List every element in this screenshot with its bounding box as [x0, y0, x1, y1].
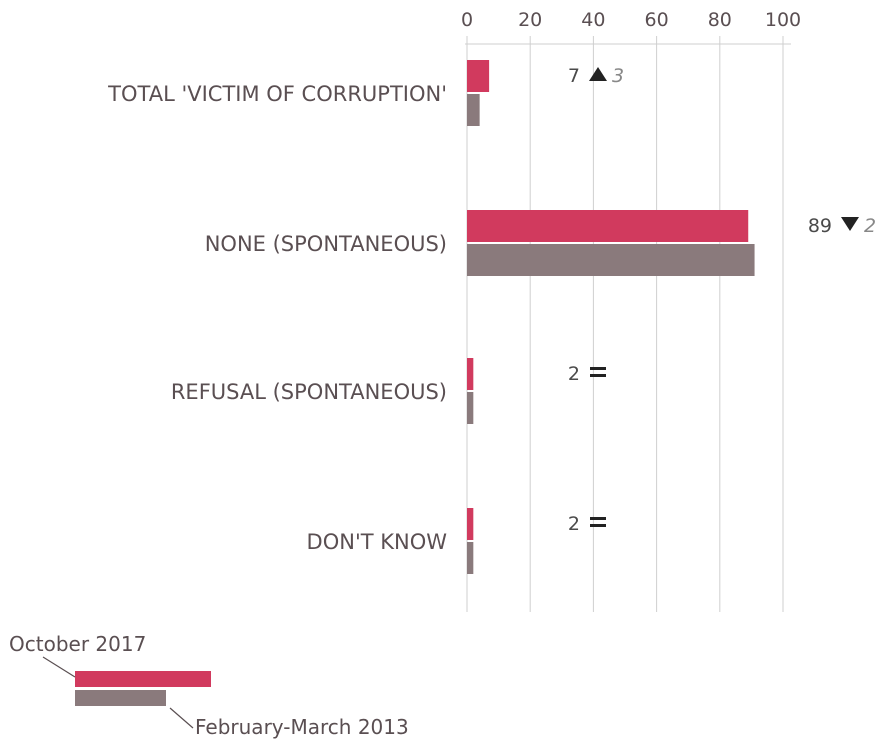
bar [467, 60, 490, 92]
value-label: 89 [808, 215, 832, 237]
bars [467, 60, 755, 574]
bar [467, 244, 755, 276]
legend-label: February-March 2013 [195, 715, 409, 739]
x-tick-label: 0 [461, 9, 473, 31]
equal-icon [590, 367, 606, 370]
change-label: 3 [612, 65, 624, 87]
value-label: 7 [568, 65, 580, 87]
value-annotations: 7 3 89 2 2 2 [568, 65, 876, 535]
category-label: NONE (SPONTANEOUS) [205, 232, 447, 256]
category-label: TOTAL 'VICTIM OF CORRUPTION' [107, 82, 447, 106]
bar [467, 210, 749, 242]
up-arrow-icon [589, 67, 607, 81]
bar [467, 508, 474, 540]
value-label: 2 [568, 513, 580, 535]
x-tick-label: 20 [518, 9, 542, 31]
legend-leader-line [42, 656, 76, 678]
legend-label: October 2017 [9, 632, 146, 656]
value-label: 2 [568, 363, 580, 385]
bar [467, 358, 474, 390]
legend-swatch [75, 671, 211, 687]
down-arrow-icon [841, 217, 859, 231]
equal-icon [590, 524, 606, 527]
change-label: 2 [864, 215, 876, 237]
bar [467, 392, 474, 424]
equal-icon [590, 374, 606, 377]
bar [467, 542, 474, 574]
category-label: REFUSAL (SPONTANEOUS) [171, 380, 447, 404]
x-tick-label: 80 [708, 9, 732, 31]
x-tick-label: 60 [645, 9, 669, 31]
category-labels: TOTAL 'VICTIM OF CORRUPTION' NONE (SPONTA… [107, 82, 447, 554]
legend: October 2017 February-March 2013 [9, 632, 409, 739]
grid-lines [465, 36, 791, 612]
x-axis-ticks: 0 20 40 60 80 100 [461, 9, 801, 31]
x-tick-label: 100 [765, 9, 801, 31]
bar [467, 94, 480, 126]
legend-swatch [75, 690, 166, 706]
legend-leader-line [169, 707, 194, 729]
equal-icon [590, 517, 606, 520]
category-label: DON'T KNOW [307, 530, 448, 554]
x-tick-label: 40 [581, 9, 605, 31]
